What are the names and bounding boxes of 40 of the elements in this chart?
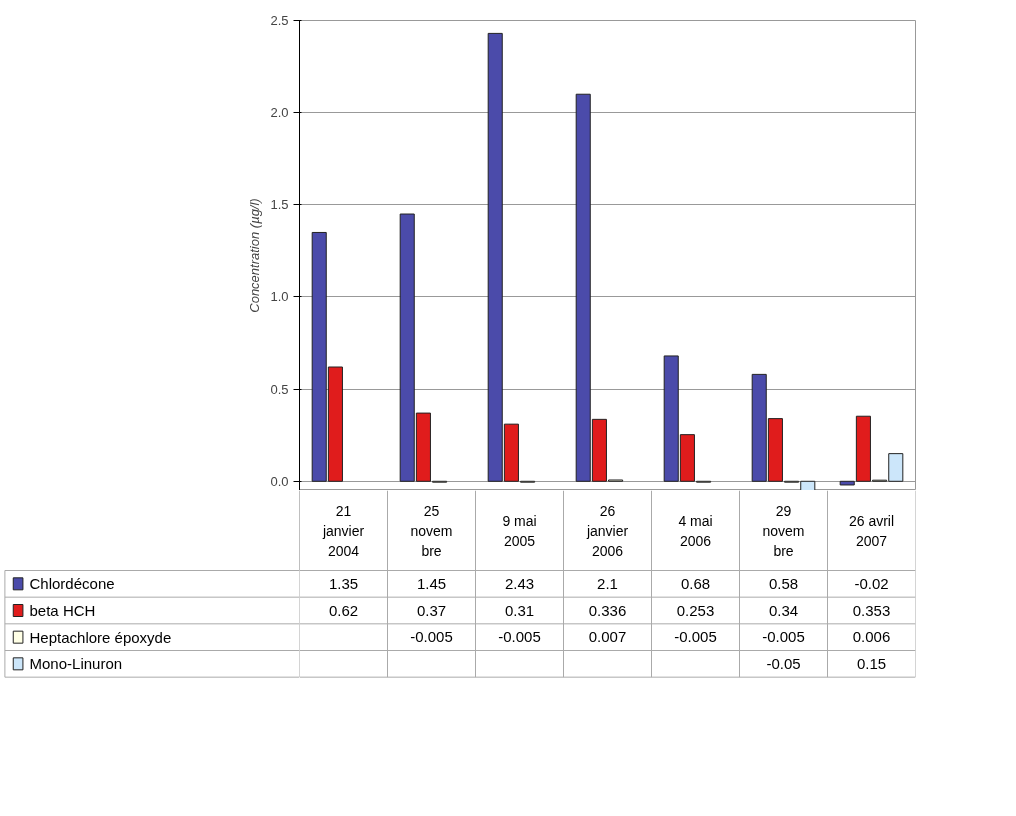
y-axis-title: Concentration (µg/l) xyxy=(247,198,263,313)
legend-label: beta HCH xyxy=(29,602,96,619)
data-label: 0.336 xyxy=(588,601,627,619)
data-label: 0.34 xyxy=(768,601,799,619)
y-tick-label: 2.0 xyxy=(270,105,289,121)
y-tick-label: 2.5 xyxy=(270,13,289,28)
legend-label: Heptachlore époxyde xyxy=(29,628,172,646)
x-tick-label: 25 novem bre xyxy=(410,502,453,559)
data-label: -0.005 xyxy=(498,628,541,646)
data-label: 0.006 xyxy=(852,628,891,646)
data-label: 0.68 xyxy=(680,574,711,592)
y-tick-label: 1.5 xyxy=(270,197,289,213)
data-label: 0.37 xyxy=(416,601,447,619)
data-label: 2.43 xyxy=(504,574,535,592)
data-label: -0.05 xyxy=(766,654,801,672)
x-tick-label: 26 avril 2007 xyxy=(848,512,895,549)
data-label: 0.007 xyxy=(588,628,627,646)
data-label: 0.62 xyxy=(328,601,359,619)
data-label: 1.45 xyxy=(416,574,447,592)
data-label: -0.005 xyxy=(762,628,805,646)
data-label: -0.02 xyxy=(854,574,889,592)
data-label: 0.253 xyxy=(676,601,715,619)
y-tick-label: 1.0 xyxy=(270,289,289,305)
x-tick-label: 26 janvier 2006 xyxy=(585,502,629,559)
data-label: 1.35 xyxy=(328,574,359,592)
legend-label: Chlordécone xyxy=(29,575,115,593)
data-label: 0.15 xyxy=(856,654,887,672)
x-tick-label: 9 mai 2005 xyxy=(502,512,537,549)
data-label: 0.31 xyxy=(504,601,535,619)
legend-label: Mono-Linuron xyxy=(29,655,123,673)
data-label: 2.1 xyxy=(597,574,618,592)
data-label: -0.005 xyxy=(674,628,717,646)
data-label: 0.353 xyxy=(852,601,891,619)
data-label: -0.005 xyxy=(410,628,453,646)
y-tick-label: 0.0 xyxy=(270,473,289,489)
y-tick-label: 0.5 xyxy=(270,381,289,397)
data-label: 0.58 xyxy=(768,574,799,592)
x-tick-label: 29 novem bre xyxy=(762,502,805,559)
x-tick-label: 4 mai 2006 xyxy=(678,512,713,549)
x-tick-label: 21 janvier 2004 xyxy=(321,502,365,559)
